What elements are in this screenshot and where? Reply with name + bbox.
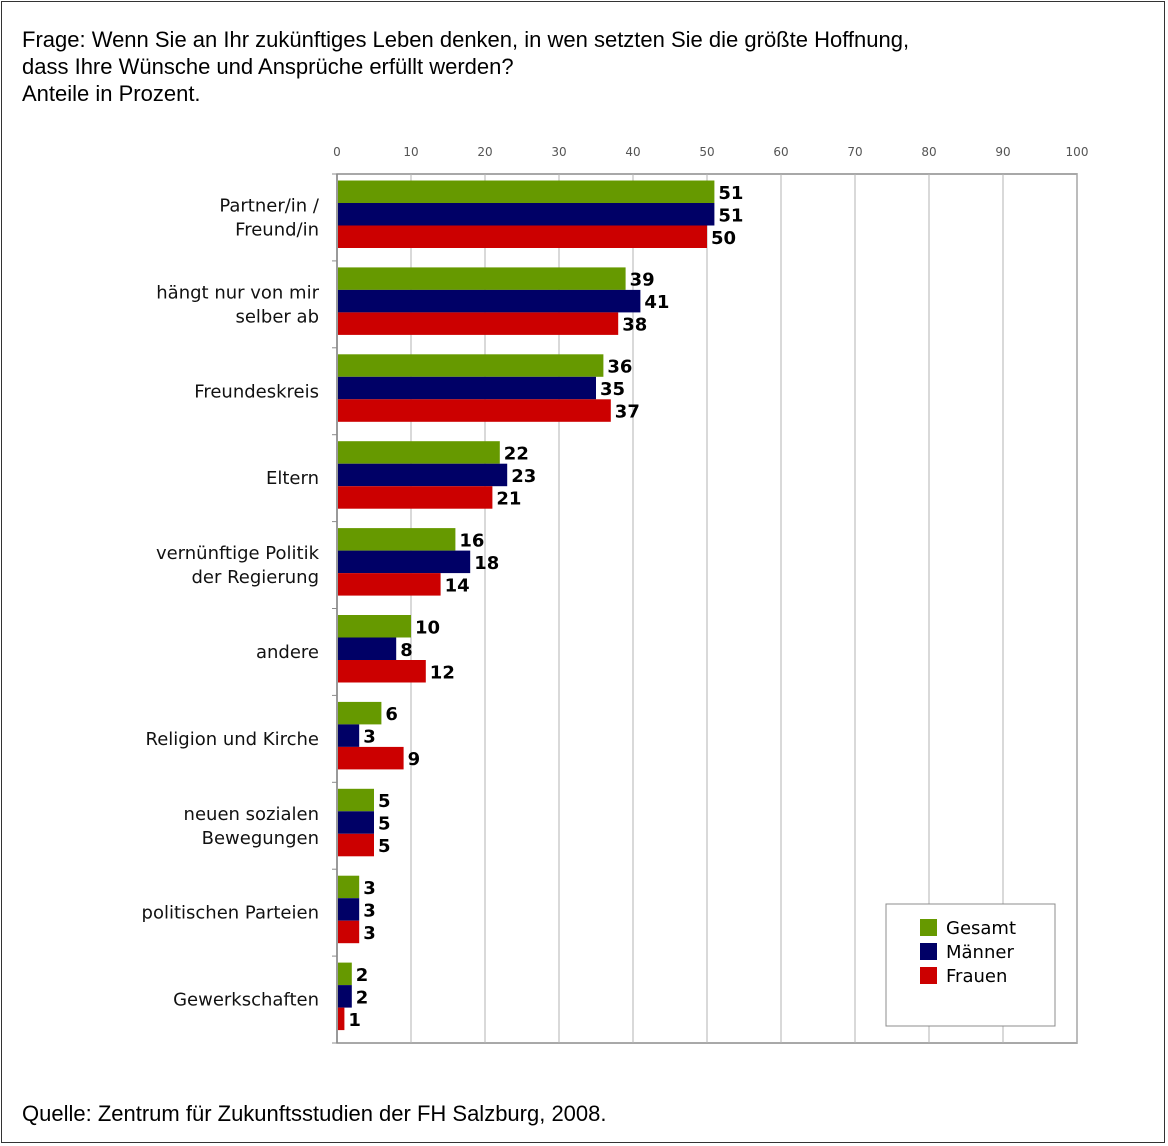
value-label: 51 — [718, 205, 743, 226]
bar — [338, 376, 596, 400]
value-label: 3 — [363, 923, 376, 944]
legend-swatch — [920, 943, 937, 960]
value-label: 50 — [711, 228, 736, 249]
x-tick-label: 100 — [1066, 145, 1089, 159]
value-label: 38 — [622, 315, 647, 336]
bar — [338, 225, 707, 248]
category-label: der Regierung — [191, 567, 319, 588]
value-label: 8 — [400, 640, 413, 661]
value-label: 21 — [496, 488, 521, 509]
value-label: 23 — [511, 466, 536, 487]
value-label: 5 — [378, 791, 391, 812]
bar — [338, 463, 508, 487]
value-label: 3 — [363, 727, 376, 748]
bar — [338, 701, 382, 725]
category-label: Eltern — [266, 468, 319, 489]
value-label: 22 — [504, 443, 529, 464]
bar — [338, 441, 500, 464]
category-label: selber ab — [235, 306, 319, 327]
bar — [338, 660, 426, 683]
bar — [338, 811, 374, 834]
x-tick-label: 30 — [551, 145, 566, 159]
bar — [338, 746, 404, 770]
bar — [338, 637, 397, 660]
bar — [338, 180, 715, 203]
bar — [338, 962, 352, 986]
bar — [338, 312, 619, 335]
category-label: Gewerkschaften — [173, 990, 319, 1011]
bar — [338, 898, 360, 921]
value-label: 18 — [474, 553, 499, 574]
bar — [338, 573, 441, 596]
question-line: dass Ihre Wünsche und Ansprüche erfüllt … — [22, 54, 514, 79]
value-label: 37 — [615, 402, 640, 423]
x-tick-label: 10 — [403, 145, 418, 159]
category-label: Partner/in / — [219, 195, 320, 216]
value-label: 6 — [385, 704, 398, 725]
value-label: 3 — [363, 878, 376, 899]
legend-label: Gesamt — [946, 918, 1016, 939]
bar — [338, 1007, 345, 1031]
bar — [338, 833, 374, 857]
x-tick-label: 60 — [773, 145, 788, 159]
x-tick-label: 80 — [921, 145, 936, 159]
legend-swatch — [920, 919, 937, 936]
category-label: andere — [256, 642, 319, 663]
category-label: Religion und Kirche — [146, 729, 320, 750]
value-label: 51 — [718, 183, 743, 204]
question-line: Frage: Wenn Sie an Ihr zukünftiges Leben… — [22, 27, 910, 52]
legend-box — [885, 903, 1056, 1027]
source-note: Quelle: Zentrum für Zukunftsstudien der … — [22, 1101, 607, 1126]
value-label: 1 — [348, 1010, 361, 1031]
category-label: neuen sozialen — [184, 804, 319, 825]
category-label: vernünftige Politik — [156, 543, 320, 564]
value-label: 36 — [607, 357, 632, 378]
value-label: 9 — [408, 749, 421, 770]
bar — [338, 724, 360, 747]
value-label: 14 — [445, 575, 470, 596]
bar — [338, 267, 626, 290]
value-label: 2 — [356, 965, 369, 986]
bar — [338, 615, 411, 638]
value-label: 2 — [356, 987, 369, 1008]
x-tick-label: 50 — [699, 145, 714, 159]
value-label: 10 — [415, 617, 440, 638]
x-tick-label: 0 — [333, 145, 341, 159]
bar — [338, 203, 715, 226]
bar — [338, 920, 360, 944]
bar — [338, 985, 352, 1008]
value-label: 3 — [363, 900, 376, 921]
bar — [338, 354, 604, 377]
category-label: politischen Parteien — [142, 903, 319, 924]
bar — [338, 788, 374, 812]
bar — [338, 486, 493, 509]
value-label: 5 — [378, 836, 391, 857]
bar — [338, 528, 456, 551]
legend-swatch — [920, 967, 937, 984]
x-tick-label: 70 — [847, 145, 862, 159]
question-line: Anteile in Prozent. — [22, 81, 201, 106]
bar — [338, 399, 611, 422]
category-label: hängt nur von mir — [156, 282, 319, 303]
value-label: 5 — [378, 814, 391, 835]
value-label: 12 — [430, 662, 455, 683]
category-label: Bewegungen — [202, 828, 319, 849]
bar — [338, 289, 641, 313]
question-text: Frage: Wenn Sie an Ihr zukünftiges Leben… — [22, 26, 1142, 107]
bar — [338, 550, 471, 574]
category-label: Freund/in — [235, 219, 319, 240]
value-label: 41 — [644, 292, 669, 313]
category-label: Freundeskreis — [194, 381, 319, 402]
legend-label: Männer — [946, 942, 1014, 963]
legend-label: Frauen — [946, 966, 1007, 987]
x-tick-label: 40 — [625, 145, 640, 159]
value-label: 35 — [600, 379, 625, 400]
bar — [338, 875, 360, 899]
x-tick-label: 20 — [477, 145, 492, 159]
value-label: 39 — [630, 270, 655, 291]
x-tick-label: 90 — [995, 145, 1010, 159]
value-label: 16 — [459, 530, 484, 551]
